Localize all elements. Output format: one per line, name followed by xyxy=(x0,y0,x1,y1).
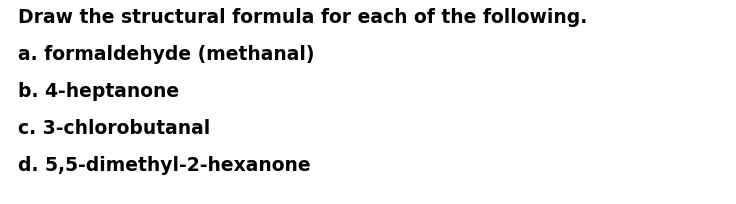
Text: c. 3-chlorobutanal: c. 3-chlorobutanal xyxy=(18,119,210,138)
Text: d. 5,5-dimethyl-2-hexanone: d. 5,5-dimethyl-2-hexanone xyxy=(18,156,311,175)
Text: b. 4-heptanone: b. 4-heptanone xyxy=(18,82,179,101)
Text: a. formaldehyde (methanal): a. formaldehyde (methanal) xyxy=(18,45,314,64)
Text: Draw the structural formula for each of the following.: Draw the structural formula for each of … xyxy=(18,8,587,27)
